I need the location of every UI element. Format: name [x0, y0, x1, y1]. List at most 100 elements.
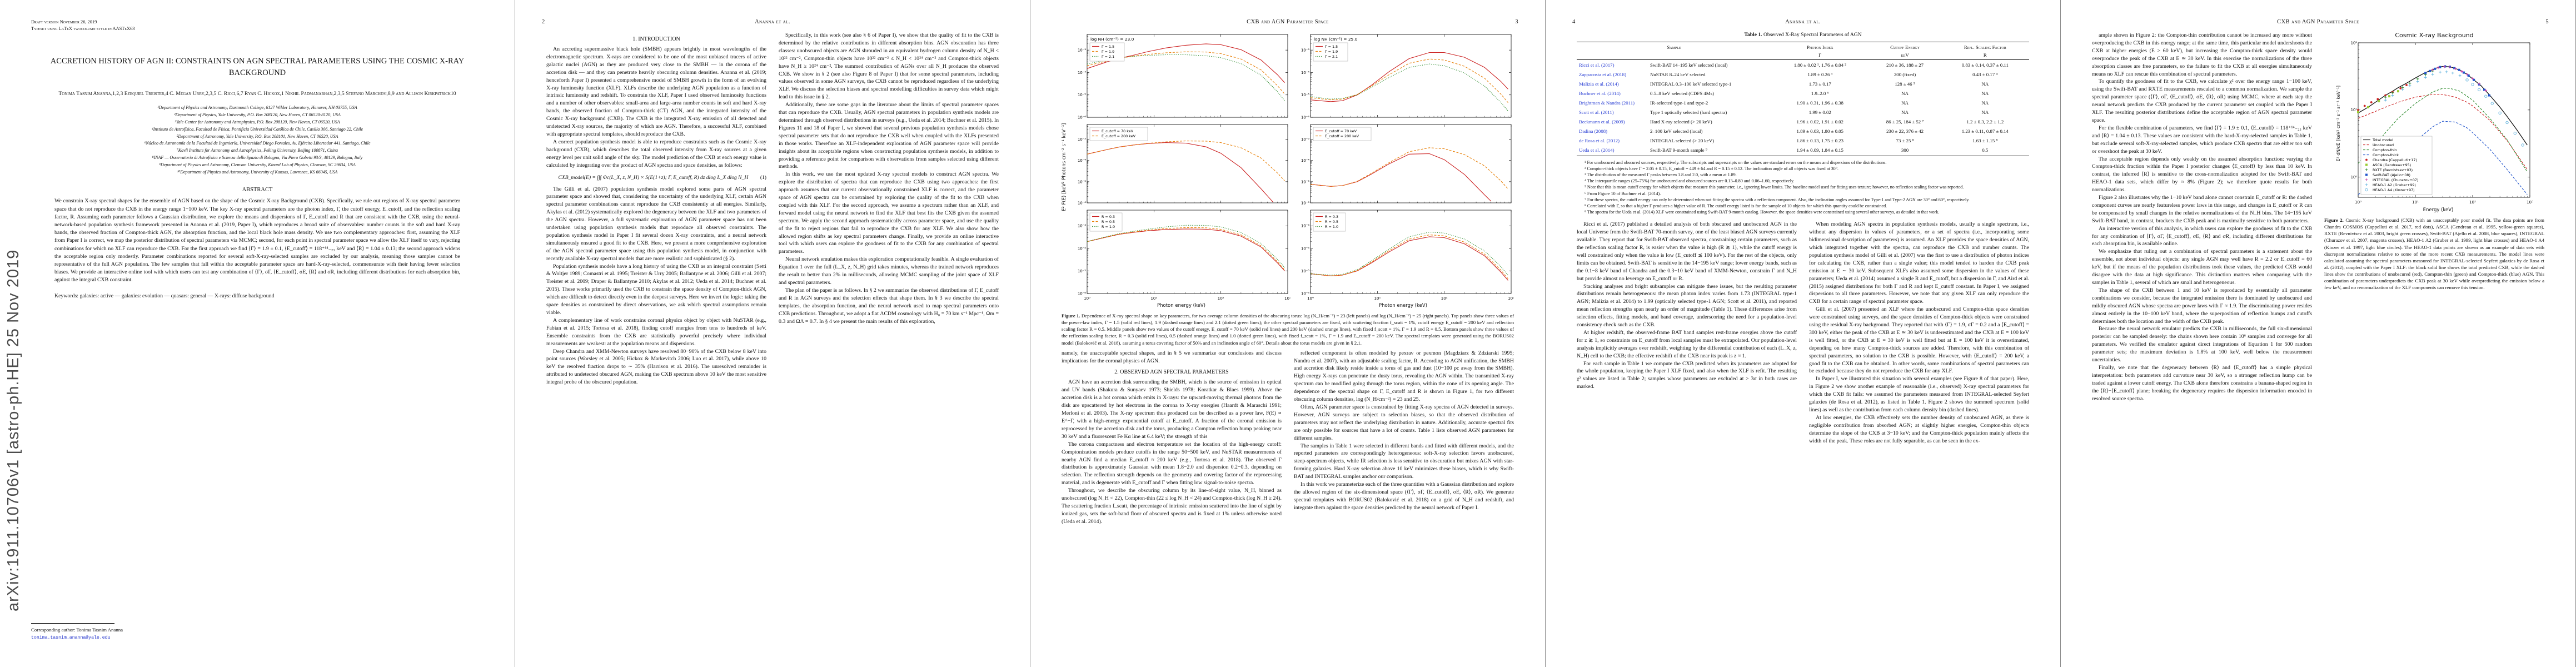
- paragraph: AGN have an accretion disk surrounding t…: [1062, 379, 1282, 440]
- svg-text:10⁻⁴: 10⁻⁴: [1301, 246, 1309, 251]
- svg-text:log NH (cm⁻²) = 23.0: log NH (cm⁻²) = 23.0: [1090, 37, 1134, 42]
- table-header-cell: R: [1941, 51, 2029, 60]
- table-cell: Swift-BAT 14–195 keV selected (local): [1650, 62, 1728, 68]
- figure-1-panel-grid: E² F(E) [keV² Photons cm⁻² s⁻¹ keV⁻¹] 10…: [1062, 32, 1514, 303]
- svg-text:10¹: 10¹: [1150, 296, 1157, 301]
- table-1: Sample Photon Index Cutoff Energy Refl. Sca…: [1577, 42, 2029, 156]
- svg-text:10¹: 10¹: [1374, 296, 1381, 301]
- svg-text:Compton-thin: Compton-thin: [2373, 148, 2397, 152]
- table-row: Ricci et al. (2017) Swift-BAT 14–195 keV …: [1577, 60, 2029, 70]
- paragraph: Population synthesis models have a long …: [546, 263, 766, 316]
- affiliation: ⁴Instituto de Astrofísica, Facultad de F…: [151, 126, 363, 132]
- table-cell-sample-reference[interactable]: Beckmann et al. (2009): [1579, 118, 1625, 125]
- table-cell-sample-reference[interactable]: Buchner et al. (2014): [1579, 90, 1621, 96]
- svg-text:10⁰: 10⁰: [1307, 296, 1314, 301]
- svg-text:Total model: Total model: [2372, 138, 2393, 142]
- paragraph: We emphasize that ruling out a combinati…: [2092, 248, 2312, 286]
- page-3: CXB and AGN Parameter Space 3 E² F(E) [k…: [1030, 0, 1545, 667]
- paragraph: Gilli et al. (2007) presented an XLF whe…: [1809, 306, 2029, 375]
- svg-text:10⁻⁴: 10⁻⁴: [1301, 158, 1309, 163]
- svg-text:10⁻⁶: 10⁻⁶: [1301, 115, 1309, 120]
- table-row: Scott et al. (2011) Type 1 optically sele…: [1577, 108, 2029, 117]
- table-cell: 200 (fixed): [1894, 71, 1916, 77]
- table-cell: 1.96 ± 0.02, 1.91 ± 0.02: [1796, 118, 1843, 125]
- table-header-cell: Sample: [1577, 42, 1771, 51]
- figure-1-panel-ecutoff-nh23: 10⁻⁶ 10⁻⁵ 10⁻⁴ 10⁻³ E_cutoff = 70 keVE_cutof…: [1078, 124, 1288, 205]
- corresponding-email-link[interactable]: tonima.tasnim.ananna@yale.edu: [31, 635, 111, 640]
- paragraph: When modeling AGN spectra in population …: [1809, 221, 2029, 305]
- paragraph: The samples in Table 1 were selected in …: [1294, 442, 1514, 480]
- figure-1: E² F(E) [keV² Photons cm⁻² s⁻¹ keV⁻¹] 10…: [1062, 32, 1514, 346]
- table-cell-sample-reference[interactable]: Dadina (2008): [1579, 128, 1608, 134]
- table-cell-sample-reference[interactable]: de Rosa et al. (2012): [1579, 137, 1620, 143]
- table-row: de Rosa et al. (2012) INTEGRAL selected (…: [1577, 136, 2029, 146]
- svg-text:E_cutoff = 70 keV: E_cutoff = 70 keV: [1325, 129, 1357, 133]
- paragraph: For each sample in Table 1 we compute th…: [1577, 360, 1797, 390]
- page-4-paragraphs-right: When modeling AGN spectra in population …: [1809, 221, 2029, 445]
- footnote-rule: [31, 623, 114, 624]
- paragraph: The Gilli et al. (2007) population synth…: [546, 186, 766, 262]
- page-4: 4 Ananna et al. Table 1. Observed X-Ray …: [1546, 0, 2060, 667]
- svg-text:10⁻³: 10⁻³: [1301, 48, 1309, 53]
- svg-text:10³: 10³: [1508, 296, 1514, 301]
- table-footnote: ⁹ The spectra for the Ueda et al. (2014)…: [1585, 210, 1940, 215]
- paragraph: In this work, we use the most updated X-…: [779, 171, 999, 255]
- svg-text:10²: 10²: [1218, 296, 1224, 301]
- table-cell-sample-reference[interactable]: Zappacosta et al. (2018): [1579, 71, 1627, 77]
- svg-text:10⁻³: 10⁻³: [1078, 224, 1086, 228]
- paper-title: ACCRETION HISTORY OF AGN II: CONSTRAINTS…: [50, 56, 465, 77]
- paragraph: Figure 2 also illustrates why the 1−10 k…: [2092, 195, 2312, 224]
- figure-1-panel-reflection-nh25: 10⁰ 10¹ 10² 10³ 10⁻⁶ 10⁻⁵ 10⁻⁴ 10⁻³ R = 0.3R = 0…: [1301, 210, 1514, 301]
- paragraph: Often, AGN parameter space is constraine…: [1294, 404, 1514, 441]
- table-cell: NA: [1901, 109, 1909, 115]
- equation-1-number: (1): [760, 174, 766, 181]
- table-cell: 1.63 ± 1.15 ⁸: [1972, 137, 1998, 143]
- table-cell: NA: [1981, 99, 1989, 106]
- svg-text:10⁻⁶: 10⁻⁶: [1301, 201, 1309, 205]
- figure-2-plot: 10⁰ 10¹ 10² 10³ 10⁰ 10¹ 10² Total modelUnobscur…: [2351, 41, 2533, 205]
- page-number: 2: [542, 19, 545, 25]
- table-header-cell: Photon Index: [1771, 42, 1869, 51]
- table-cell: 210 ± 36, 188 ± 27: [1886, 62, 1924, 68]
- corresponding-author-block: Corresponding author: Tonima Tasnim Anan…: [31, 623, 251, 641]
- svg-text:10⁻⁶: 10⁻⁶: [1301, 291, 1309, 296]
- svg-text:10²: 10²: [2351, 41, 2358, 45]
- table-cell-sample-reference[interactable]: Scott et al. (2011): [1579, 109, 1614, 115]
- table-cell: 1.2 ± 0.3, 2.2 ± 1.2: [1966, 118, 2004, 125]
- table-cell-sample-reference[interactable]: Ricci et al. (2017): [1579, 62, 1615, 68]
- svg-text:E_cutoff = 200 keV: E_cutoff = 200 keV: [1102, 134, 1136, 138]
- svg-text:10²: 10²: [1441, 296, 1448, 301]
- table-cell-sample-reference[interactable]: Malizia et al. (2014): [1579, 81, 1619, 87]
- table-cell: NA: [1901, 90, 1909, 96]
- running-head-page-4: 4 Ananna et al.: [1572, 19, 2029, 25]
- figure-2: Cosmic X-ray Background E² dN/dE [keV² c…: [2324, 32, 2544, 291]
- table-cell: 1.23 ± 0.11, 0.87 ± 0.14: [1961, 128, 2009, 134]
- svg-text:E_cutoff = 70 keV: E_cutoff = 70 keV: [1102, 129, 1134, 133]
- section-heading-observed-parameters: 2. OBSERVED AGN SPECTRAL PARAMETERS: [1114, 369, 1229, 376]
- svg-text:10⁻⁶: 10⁻⁶: [1078, 291, 1086, 296]
- svg-text:R = 0.3: R = 0.3: [1102, 215, 1115, 219]
- table-row: Malizia et al. (2014) INTEGRAL 0.3–100 ke…: [1577, 79, 2029, 89]
- table-cell-sample-reference[interactable]: Ueda et al. (2014): [1577, 145, 1648, 156]
- table-cell: 1.94 ± 0.09, 1.84 ± 0.15: [1771, 145, 1869, 156]
- figure-1-caption-text: Dependence of X-ray spectral shape on ke…: [1062, 313, 1514, 346]
- table-cell: INTEGRAL selected (> 20 keV): [1650, 137, 1715, 143]
- svg-text:10³: 10³: [1284, 296, 1291, 301]
- running-head-page-3: CXB and AGN Parameter Space 3: [1062, 19, 1518, 25]
- page-4-paragraphs-left: Ricci et al. (2017) published a detailed…: [1577, 221, 1797, 391]
- svg-text:10²: 10²: [2469, 200, 2476, 205]
- paragraph: Neural network emulation makes this expl…: [779, 256, 999, 286]
- running-head-text: Ananna et al.: [1785, 19, 1821, 25]
- table-cell: 0.43 ± 0.17 ⁴: [1972, 71, 1998, 77]
- paragraph: A complementary line of work constrains …: [546, 317, 766, 347]
- figure-2-caption: Figure 2. Cosmic X-ray background (CXB) …: [2324, 217, 2544, 291]
- table-cell-sample-reference[interactable]: Brightman & Nandra (2011): [1579, 99, 1635, 106]
- affiliation: ¹⁰Department of Physics and Astronomy, U…: [177, 169, 338, 175]
- figure-1-panel-reflection-nh23: 10⁰ 10¹ 10² 10³ 10⁻⁶ 10⁻⁵ 10⁻⁴ 10⁻³ R = 0.3R = 0…: [1078, 210, 1291, 301]
- figure-1-caption: Figure 1. Dependence of X-ray spectral s…: [1062, 312, 1514, 346]
- svg-text:HEAO-1 A4 (Kinzer+97): HEAO-1 A4 (Kinzer+97): [2373, 188, 2415, 192]
- intro-paragraphs-b: The Gilli et al. (2007) population synth…: [546, 186, 766, 387]
- table-header-cell: Refl. Scaling Factor: [1941, 42, 2029, 51]
- page-5-right-column: Cosmic X-ray Background E² dN/dE [keV² c…: [2324, 32, 2544, 645]
- table-1-grid: Sample Photon Index Cutoff Energy Refl. Sca…: [1577, 42, 2029, 156]
